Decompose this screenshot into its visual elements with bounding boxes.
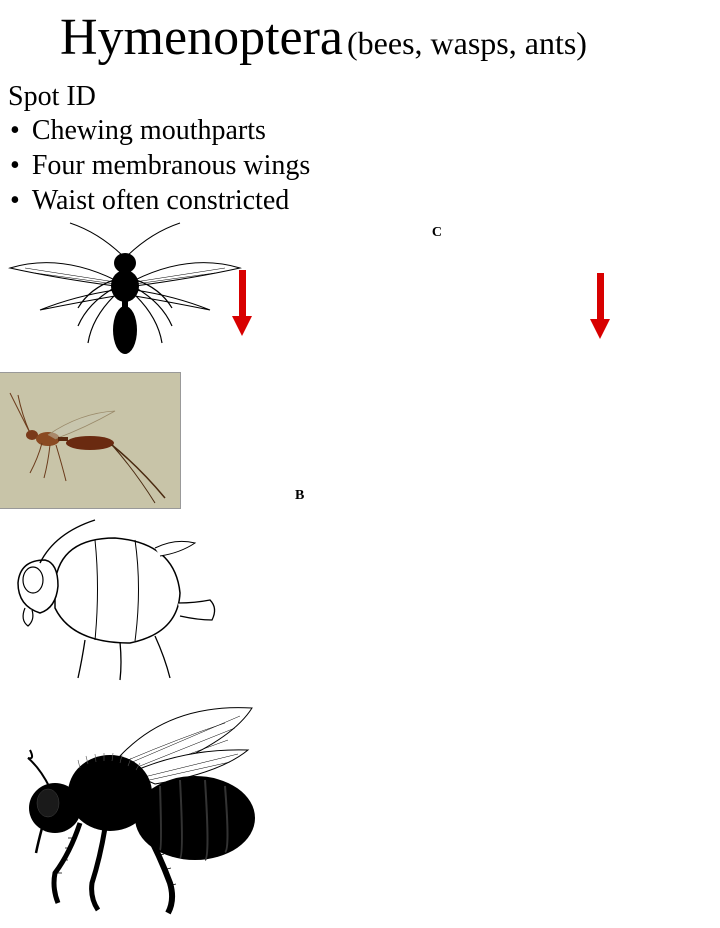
bullet-item: Four membranous wings xyxy=(8,148,720,183)
pointer-arrow-left xyxy=(232,270,252,340)
spot-id-label: Spot ID xyxy=(0,81,720,113)
title-main: Hymenoptera xyxy=(60,9,343,66)
wasp-photograph xyxy=(0,373,180,508)
bee-lateral-illustration xyxy=(0,688,280,923)
bullet-item: Waist often constricted xyxy=(8,183,720,218)
title-sub: (bees, wasps, ants) xyxy=(347,25,587,61)
bullet-list: Chewing mouthparts Four membranous wings… xyxy=(0,113,720,218)
arrow-shaft xyxy=(597,273,604,319)
bullet-item: Chewing mouthparts xyxy=(8,113,720,148)
arrow-head-icon xyxy=(590,319,610,339)
arrow-shaft xyxy=(239,270,246,316)
wasp-dorsal-illustration xyxy=(0,218,250,373)
label-b: B xyxy=(295,488,304,504)
arrow-head-icon xyxy=(232,316,252,336)
wasp-schematic-illustration xyxy=(0,508,225,688)
label-c: C xyxy=(432,225,442,241)
pointer-arrow-right xyxy=(590,273,610,343)
title-row: Hymenoptera (bees, wasps, ants) xyxy=(0,0,720,67)
